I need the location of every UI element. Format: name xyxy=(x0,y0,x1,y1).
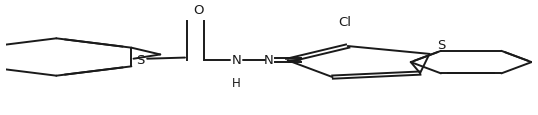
Text: S: S xyxy=(437,39,445,52)
Text: N: N xyxy=(231,54,242,67)
Text: O: O xyxy=(193,4,203,17)
Text: N: N xyxy=(264,54,274,67)
Text: H: H xyxy=(232,76,241,89)
Text: S: S xyxy=(136,54,145,67)
Text: Cl: Cl xyxy=(338,16,351,28)
